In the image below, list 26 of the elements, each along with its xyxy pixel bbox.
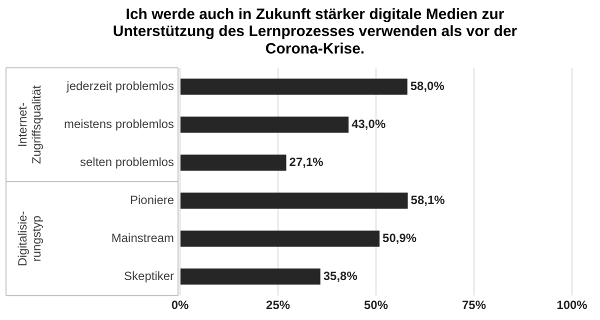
bar [180,230,380,247]
data-label: 27,1% [289,155,324,169]
y-tick-label: Mainstream [111,230,174,245]
chart-title: Ich werde auch in Zukunft stärker digitale Medien zur Unterstützung des Lernprozesses verwenden als vor der Corona-Krise. [112,6,518,58]
y-tick-label: Pioniere [130,192,174,207]
data-label: 58,0% [410,79,445,94]
y-tick-label: Skeptiker [124,268,174,283]
data-label: 35,8% [323,268,358,283]
bar [180,78,408,95]
x-tick-label: 100% [556,298,588,312]
bar [180,154,286,171]
data-label: 58,1% [410,192,446,207]
y-tick-label: jederzeit problemlos [66,79,174,94]
text: Digitalisie- rungstyp [15,210,44,266]
bar [180,192,408,209]
data-label: 43,0% [352,117,386,132]
text: Internet- Zugriffsqualität [15,84,44,164]
data-label: 50,9% [382,230,417,245]
x-tick-label: 50% [364,298,388,312]
x-tick-label: 75% [462,298,486,312]
bar [180,116,349,133]
bar [180,268,320,285]
y-tick-label: meistens problemlos [64,117,174,132]
y-tick-label: selten problemlos [80,155,174,169]
x-tick-label: 25% [266,298,290,312]
x-tick-label: 0% [171,298,190,312]
